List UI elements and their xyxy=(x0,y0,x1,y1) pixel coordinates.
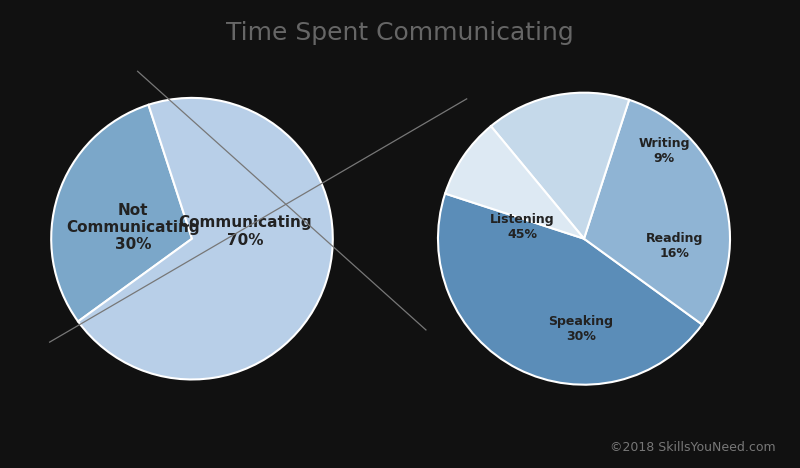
Wedge shape xyxy=(438,194,702,385)
Text: Speaking
30%: Speaking 30% xyxy=(549,315,614,343)
Wedge shape xyxy=(445,126,584,239)
Text: Writing
9%: Writing 9% xyxy=(638,137,690,165)
Text: Not
Communicating
30%: Not Communicating 30% xyxy=(66,203,200,252)
Text: Reading
16%: Reading 16% xyxy=(646,232,703,260)
Wedge shape xyxy=(78,98,333,380)
Wedge shape xyxy=(51,105,192,322)
Text: Listening
45%: Listening 45% xyxy=(490,213,555,241)
Wedge shape xyxy=(584,100,730,324)
Text: Communicating
70%: Communicating 70% xyxy=(178,215,312,248)
Text: ©2018 SkillsYouNeed.com: ©2018 SkillsYouNeed.com xyxy=(610,441,776,454)
Wedge shape xyxy=(491,93,629,239)
Text: Time Spent Communicating: Time Spent Communicating xyxy=(226,21,574,45)
